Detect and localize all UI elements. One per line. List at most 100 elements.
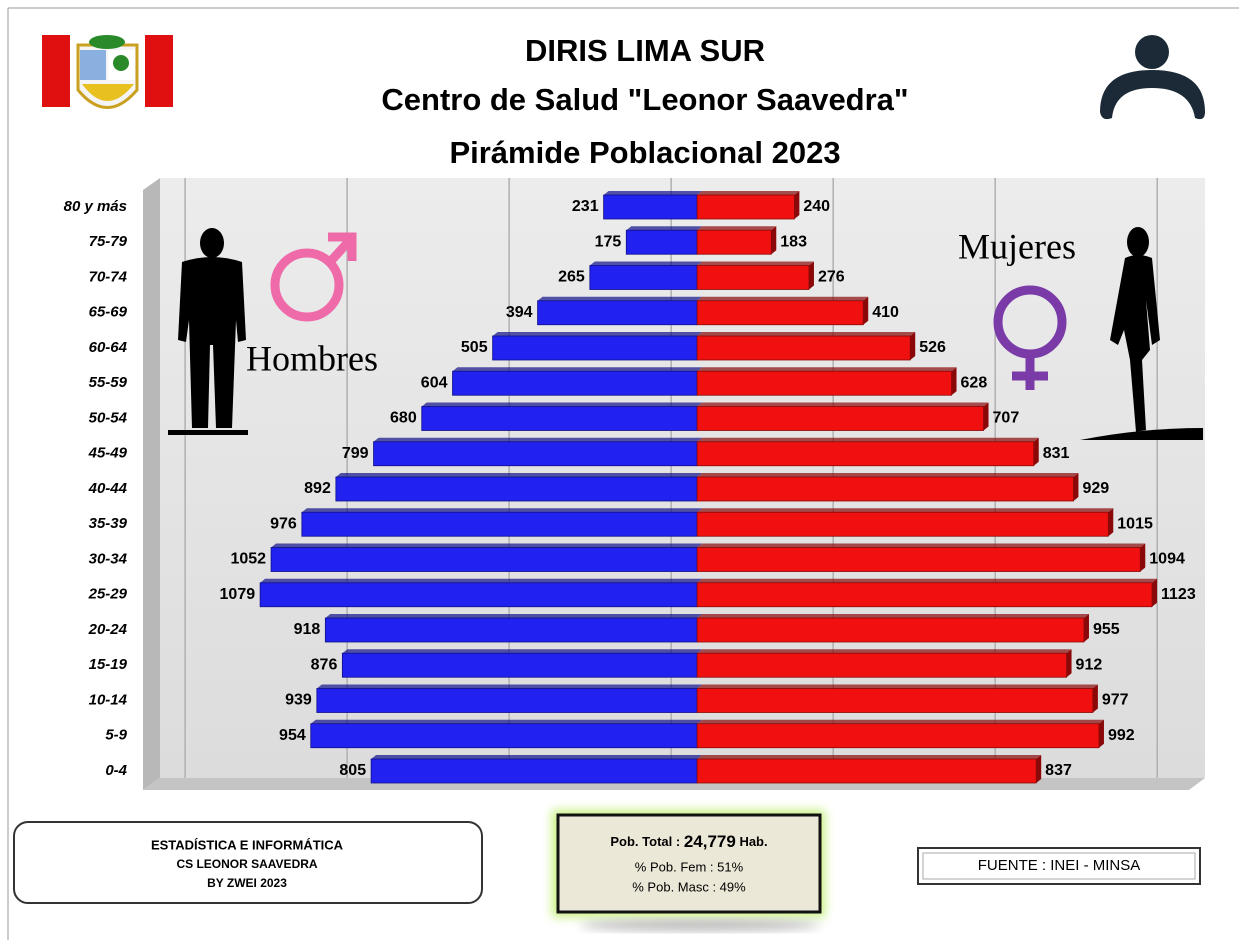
bar <box>453 371 698 395</box>
data-label: 240 <box>803 198 830 215</box>
bar <box>336 477 697 501</box>
bar-top <box>336 473 702 477</box>
bar <box>697 442 1034 466</box>
y-tick-label: 20-24 <box>88 621 128 638</box>
bar <box>697 689 1093 713</box>
data-label: 805 <box>339 762 366 779</box>
bar-end <box>1099 720 1104 748</box>
bar <box>626 230 697 254</box>
data-label: 505 <box>461 339 488 356</box>
bar-end <box>1108 508 1113 536</box>
data-label: 876 <box>311 656 338 673</box>
bar-end <box>910 332 915 360</box>
bar <box>590 266 697 290</box>
bar <box>697 195 794 219</box>
data-label: 231 <box>572 198 599 215</box>
bar <box>697 230 771 254</box>
source: FUENTE : INEI - MINSA <box>978 857 1141 874</box>
bar <box>697 583 1152 607</box>
coat-of-arms <box>42 35 173 108</box>
bar-top <box>453 367 703 371</box>
bar-top <box>697 226 776 230</box>
bar-top <box>493 332 703 336</box>
bar <box>311 724 697 748</box>
bar-top <box>371 755 702 759</box>
bar-end <box>1093 685 1098 713</box>
bar <box>697 336 910 360</box>
y-tick-label: 15-19 <box>89 656 128 673</box>
bar-end <box>771 226 776 254</box>
bar <box>697 653 1066 677</box>
y-tick-label: 5-9 <box>105 727 127 744</box>
chart: DIRIS LIMA SUR Centro de Salud "Leonor S… <box>0 0 1239 940</box>
bar <box>697 477 1073 501</box>
chart-title: DIRIS LIMA SUR <box>525 33 765 68</box>
y-tick-label: 50-54 <box>89 409 128 426</box>
data-label: 954 <box>279 727 306 744</box>
y-tick-label: 80 y más <box>64 198 127 215</box>
data-label: 628 <box>961 374 988 391</box>
bar-top <box>697 438 1039 442</box>
bar-end <box>1036 755 1041 783</box>
bar-end <box>1073 473 1078 501</box>
y-tick-label: 65-69 <box>89 304 128 321</box>
bar-top <box>697 262 814 266</box>
data-label: 992 <box>1108 727 1135 744</box>
data-label: 1015 <box>1117 515 1153 532</box>
data-label: 837 <box>1045 762 1072 779</box>
chart-title: Centro de Salud "Leonor Saavedra" <box>381 82 908 117</box>
data-label: 265 <box>558 269 585 286</box>
y-tick-label: 75-79 <box>89 233 128 250</box>
bar-top <box>604 191 703 195</box>
y-tick-label: 40-44 <box>88 480 128 497</box>
data-label: 680 <box>390 410 417 427</box>
summary-masc: % Pob. Masc : 49% <box>632 879 746 894</box>
data-label: 955 <box>1093 621 1120 638</box>
bar-top <box>374 438 703 442</box>
bar-end <box>863 297 868 325</box>
bar-end <box>1140 544 1145 572</box>
credit: BY ZWEI 2023 <box>207 876 287 890</box>
bar-top <box>697 685 1098 689</box>
bar-top <box>697 649 1071 653</box>
bar <box>697 759 1036 783</box>
summary-box: Pob. Total : 24,779 Hab. % Pob. Fem : 51… <box>552 810 825 931</box>
bar-end <box>1067 649 1072 677</box>
bar <box>374 442 698 466</box>
data-label: 183 <box>780 233 807 250</box>
y-tick-label: 45-49 <box>88 445 128 462</box>
bar-top <box>271 544 702 548</box>
bar-top <box>697 614 1089 618</box>
bar <box>493 336 698 360</box>
bar <box>325 618 697 642</box>
data-label: 394 <box>506 304 533 321</box>
bar-top <box>342 649 702 653</box>
bar-end <box>794 191 799 219</box>
bar-top <box>260 579 702 583</box>
bar-end <box>984 403 989 431</box>
data-label: 892 <box>304 480 331 497</box>
bar <box>697 724 1099 748</box>
summary-total: Pob. Total : 24,779 Hab. <box>610 832 767 851</box>
bar <box>271 548 697 572</box>
bar-end <box>1084 614 1089 642</box>
y-tick-label: 55-59 <box>89 374 128 391</box>
bar <box>697 371 951 395</box>
summary-fem: % Pob. Fem : 51% <box>635 859 744 874</box>
data-label: 1123 <box>1161 586 1196 603</box>
source-box: FUENTE : INEI - MINSA <box>918 848 1200 884</box>
y-tick-label: 70-74 <box>89 268 128 285</box>
bar <box>697 407 983 431</box>
bar <box>697 548 1140 572</box>
bar-top <box>422 403 702 407</box>
data-label: 410 <box>872 304 899 321</box>
bar <box>371 759 697 783</box>
y-tick-label: 30-34 <box>89 550 128 567</box>
data-label: 526 <box>919 339 946 356</box>
bar-top <box>311 720 702 724</box>
data-label: 276 <box>818 269 845 286</box>
bar-top <box>697 579 1157 583</box>
bar <box>422 407 697 431</box>
bar <box>538 301 698 325</box>
bar-top <box>697 544 1145 548</box>
